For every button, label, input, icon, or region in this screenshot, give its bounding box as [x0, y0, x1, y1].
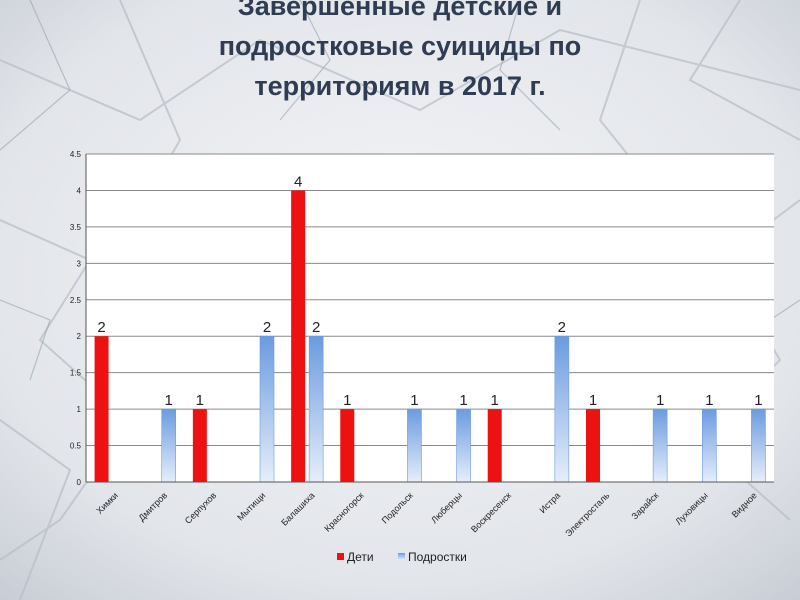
- bar-children: [94, 336, 109, 482]
- bar-teens: [407, 408, 422, 483]
- x-category-label: Подольск: [380, 490, 415, 525]
- y-tick-label: 4: [77, 186, 82, 195]
- y-tick-label: 1.5: [70, 369, 82, 378]
- y-tick-label: 1: [77, 405, 82, 414]
- bar-teens: [259, 335, 275, 483]
- x-category-label: Дмитров: [136, 490, 169, 523]
- x-category-label: Балашиха: [279, 490, 316, 527]
- legend-swatch-children: [337, 553, 344, 560]
- data-label: 1: [589, 392, 597, 409]
- data-label: 2: [263, 319, 271, 336]
- bar-teens: [701, 408, 717, 483]
- title-line-3: территориям в 2017 г.: [254, 71, 546, 101]
- page-title: Завершенные детские и подростковые суици…: [80, 0, 720, 106]
- data-label: 2: [97, 319, 105, 336]
- bar-teens: [161, 408, 177, 483]
- x-category-label: Красногорск: [322, 490, 365, 533]
- y-tick-label: 0.5: [70, 442, 82, 451]
- y-tick-label: 4.5: [70, 150, 82, 159]
- data-label: 1: [410, 392, 418, 409]
- bar-teens: [751, 408, 766, 483]
- title-line-2: подростковые суициды по: [218, 31, 582, 61]
- bar-teens: [308, 335, 324, 483]
- bar-children: [586, 409, 600, 482]
- bar-children: [340, 409, 355, 482]
- y-tick-label: 0: [77, 478, 82, 487]
- data-label: 1: [343, 392, 351, 409]
- legend: Дети Подростки: [337, 550, 467, 564]
- x-category-label: Истра: [537, 490, 562, 515]
- data-label: 1: [491, 392, 499, 409]
- data-label: 2: [312, 319, 320, 336]
- bar-children: [192, 409, 207, 482]
- x-category-label: Луховицы: [673, 490, 709, 526]
- data-label: 2: [558, 319, 566, 336]
- legend-label-teens: Подростки: [408, 550, 467, 564]
- x-category-label: Зарайск: [629, 490, 660, 521]
- x-category-label: Воскресенск: [469, 490, 513, 534]
- data-label: 1: [459, 392, 467, 409]
- data-label: 4: [294, 173, 302, 190]
- y-tick-label: 3.5: [70, 223, 82, 232]
- data-label: 1: [165, 392, 173, 409]
- x-category-label: Люберцы: [429, 490, 464, 525]
- legend-label-children: Дети: [347, 550, 374, 564]
- bar-children: [487, 409, 502, 482]
- bar-teens: [652, 408, 668, 483]
- x-category-label: Видное: [730, 490, 759, 519]
- data-label: 1: [705, 392, 713, 409]
- bar-children: [291, 190, 306, 482]
- x-category-label: Мытищи: [235, 490, 267, 522]
- x-category-label: Химки: [94, 490, 120, 516]
- y-tick-label: 2: [77, 332, 82, 341]
- x-category-label: Серпухов: [183, 490, 219, 526]
- y-tick-label: 2.5: [70, 296, 82, 305]
- title-line-1: Завершенные детские и: [237, 0, 563, 21]
- x-category-label: Электросталь: [563, 490, 611, 538]
- bar-teens: [456, 408, 471, 483]
- y-tick-label: 3: [77, 259, 82, 268]
- data-label: 1: [196, 392, 204, 409]
- plot-area: [86, 154, 774, 482]
- legend-swatch-teens: [398, 553, 405, 560]
- data-label: 1: [656, 392, 664, 409]
- data-label: 1: [754, 392, 762, 409]
- bar-teens: [554, 335, 570, 483]
